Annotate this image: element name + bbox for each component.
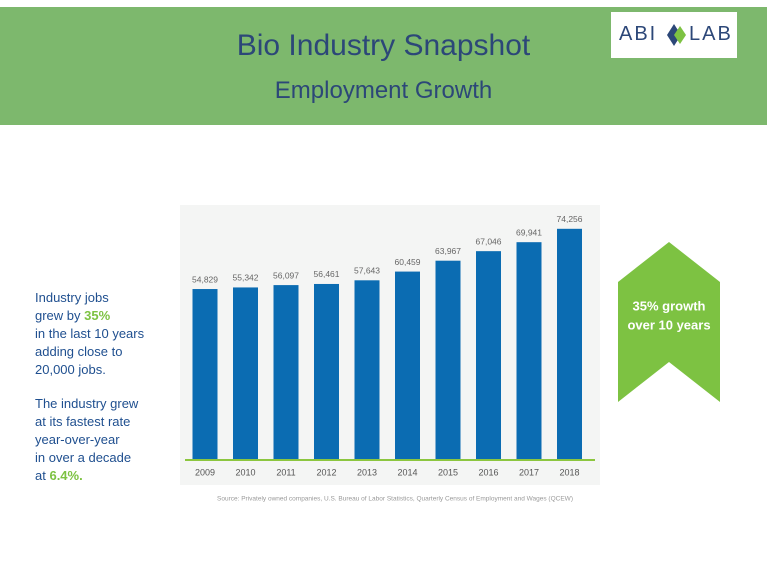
bar xyxy=(516,242,542,459)
source: Source: Privately owned companies, U.S. … xyxy=(217,496,573,503)
text-line: year-over-year xyxy=(35,431,144,449)
value-label: 55,342 xyxy=(233,273,259,283)
bar xyxy=(354,280,380,459)
bar xyxy=(314,283,339,459)
logo-text: LAB xyxy=(689,23,733,45)
header: Bio Industry Snapshot Employment Growth … xyxy=(0,7,767,125)
text: Industry jobs xyxy=(35,290,109,305)
x-tick-label: 2013 xyxy=(357,467,377,477)
x-tick-label: 2016 xyxy=(478,467,498,477)
bar xyxy=(233,287,258,459)
bar xyxy=(476,251,501,459)
x-tick-label: 2011 xyxy=(276,467,295,477)
callout-text: over 10 years xyxy=(627,317,710,332)
logo-text: ABI xyxy=(619,23,658,45)
side-text: Industry jobs grew by 35% in the last 10 y… xyxy=(35,289,144,501)
highlight: 35% xyxy=(84,308,111,323)
text-line: in the last 10 years xyxy=(35,325,144,343)
text-line: Industry jobs xyxy=(35,289,144,307)
bar xyxy=(395,271,420,459)
value-label: 67,046 xyxy=(476,236,502,246)
bar xyxy=(557,228,582,459)
bar xyxy=(273,285,299,459)
text-line: The industry grew xyxy=(35,395,144,413)
callout-text: 35% growth xyxy=(633,298,706,313)
title: Bio Industry Snapshot xyxy=(236,29,531,62)
x-tick-label: 2010 xyxy=(235,467,255,477)
x-tick-label: 2012 xyxy=(316,467,336,477)
highlight: 6.4%. xyxy=(49,468,83,483)
callout-arrow xyxy=(618,242,720,402)
text-line: at 6.4%. xyxy=(35,467,144,485)
value-label: 56,461 xyxy=(314,269,340,279)
text: 20,000 jobs. xyxy=(35,362,106,377)
value-label: 74,256 xyxy=(557,214,583,224)
text: in the last 10 years xyxy=(35,326,145,341)
bar xyxy=(192,289,218,459)
value-label: 57,643 xyxy=(354,266,380,276)
paragraph: The industry grew at its fastest rate year… xyxy=(35,395,144,485)
value-label: 54,829 xyxy=(192,274,218,284)
text: year-over-year xyxy=(35,432,120,447)
x-tick-label: 2015 xyxy=(438,467,458,477)
text: grew by xyxy=(35,308,85,323)
text: at xyxy=(35,468,50,483)
text-line: 20,000 jobs. xyxy=(35,361,144,379)
logo-icon xyxy=(667,24,686,46)
x-tick-label: 2009 xyxy=(195,467,215,477)
text: at its fastest rate xyxy=(35,414,131,429)
text-line: grew by 35% xyxy=(35,307,144,325)
logo: ABI LAB xyxy=(611,12,737,58)
text: adding close to xyxy=(35,344,123,359)
value-label: 63,967 xyxy=(435,246,461,256)
x-tick-label: 2017 xyxy=(519,467,539,477)
text: in over a decade xyxy=(35,450,132,465)
text: The industry grew xyxy=(35,396,139,411)
x-tick-label: 2018 xyxy=(559,467,579,477)
value-label: 69,941 xyxy=(516,227,542,237)
paragraph: Industry jobs grew by 35% in the last 10 y… xyxy=(35,289,144,379)
value-label: 60,459 xyxy=(395,257,421,267)
text-line: at its fastest rate xyxy=(35,413,144,431)
bar xyxy=(435,260,461,459)
x-tick-label: 2014 xyxy=(397,467,417,477)
subtitle: Employment Growth xyxy=(274,77,493,104)
text-line: adding close to xyxy=(35,343,144,361)
value-label: 56,097 xyxy=(273,270,299,280)
text-line: in over a decade xyxy=(35,449,144,467)
